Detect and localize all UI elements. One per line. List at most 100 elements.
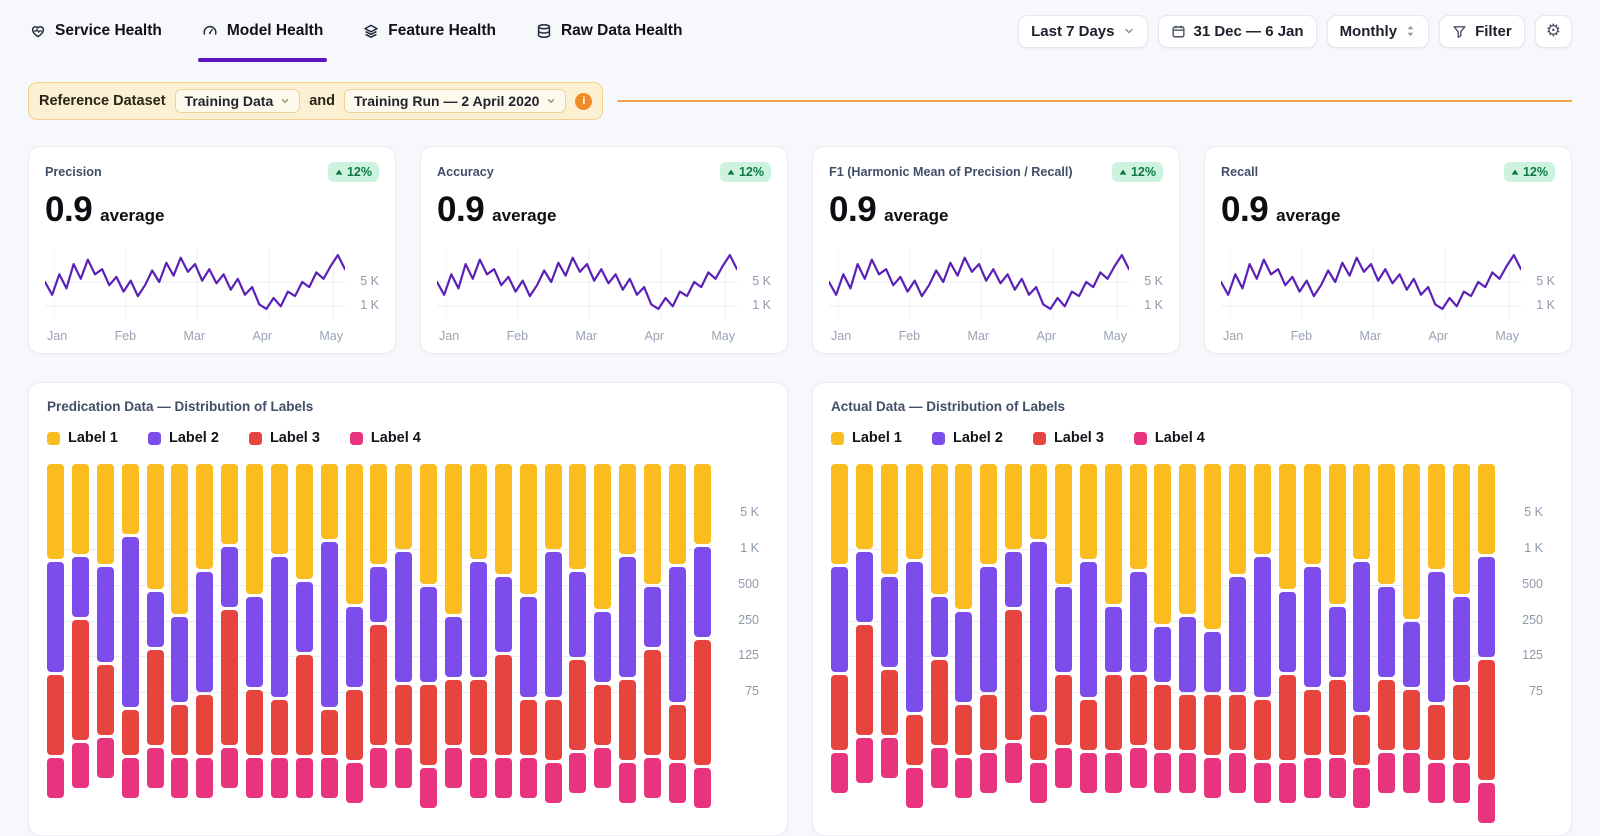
stacked-bar[interactable]: [1253, 464, 1271, 803]
bar-segment-label1: [980, 464, 998, 564]
stacked-bar[interactable]: [221, 464, 239, 788]
stacked-bar[interactable]: [594, 464, 612, 788]
reference-dataset-bar: Reference Dataset Training Data and Trai…: [28, 82, 1572, 120]
stacked-bar[interactable]: [171, 464, 189, 798]
layers-icon: [363, 23, 379, 39]
bar-segment-label3: [1303, 690, 1321, 755]
stacked-bar[interactable]: [569, 464, 587, 793]
stacked-bar[interactable]: [1452, 464, 1470, 803]
legend-item-label1[interactable]: Label 1: [47, 430, 118, 446]
stacked-bar[interactable]: [420, 464, 438, 808]
stacked-bar[interactable]: [1079, 464, 1097, 793]
stacked-bar[interactable]: [1353, 464, 1371, 808]
bar-segment-label2: [1303, 567, 1321, 687]
stacked-bar[interactable]: [1378, 464, 1396, 793]
legend-item-label2[interactable]: Label 2: [931, 430, 1003, 446]
bar-segment-label3: [668, 705, 686, 760]
stacked-bar[interactable]: [1303, 464, 1321, 798]
stacked-bar[interactable]: [71, 464, 89, 788]
stacked-bar[interactable]: [246, 464, 263, 798]
stacked-bar[interactable]: [270, 464, 288, 798]
bar-segment-label1: [930, 464, 948, 594]
bar-segment-label1: [320, 464, 338, 539]
stacked-bar[interactable]: [494, 464, 512, 798]
stacked-bar[interactable]: [320, 464, 338, 798]
bar-segment-label2: [445, 617, 462, 677]
stacked-bar[interactable]: [1229, 464, 1246, 793]
stacked-bar[interactable]: [955, 464, 973, 798]
legend-item-label4[interactable]: Label 4: [349, 430, 421, 446]
stacked-bar[interactable]: [146, 464, 164, 788]
bar-segment-label1: [1229, 464, 1246, 574]
bar-segment-label1: [569, 464, 587, 569]
stacked-bar[interactable]: [1328, 464, 1346, 798]
stacked-bar[interactable]: [1104, 464, 1122, 793]
bar-segment-label4: [1403, 753, 1421, 793]
bar-segment-label2: [1452, 597, 1470, 682]
legend-item-label1[interactable]: Label 1: [831, 430, 902, 446]
granularity-select[interactable]: Monthly: [1326, 14, 1430, 48]
filter-button[interactable]: Filter: [1439, 14, 1525, 48]
reference-dataset-select[interactable]: Training Data: [174, 89, 301, 113]
stacked-bar[interactable]: [1204, 464, 1222, 798]
stacked-bar[interactable]: [880, 464, 898, 778]
tab-raw-data-health[interactable]: Raw Data Health: [534, 0, 684, 62]
stacked-bar[interactable]: [1428, 464, 1445, 803]
stacked-bar[interactable]: [395, 464, 413, 788]
stacked-bar[interactable]: [445, 464, 462, 788]
stacked-bar[interactable]: [1179, 464, 1197, 793]
stacked-bar[interactable]: [1403, 464, 1421, 793]
bar-segment-label3: [246, 690, 263, 755]
stacked-bar[interactable]: [668, 464, 686, 803]
bar-segment-label1: [246, 464, 263, 594]
bar-segment-label2: [1428, 572, 1445, 702]
stacked-bar[interactable]: [1005, 464, 1023, 783]
legend-item-label3[interactable]: Label 3: [1032, 430, 1104, 446]
stacked-bar[interactable]: [1054, 464, 1072, 788]
stacked-bar[interactable]: [644, 464, 661, 798]
bar-segment-label4: [544, 763, 562, 803]
stacked-bar[interactable]: [831, 464, 848, 793]
stacked-bar[interactable]: [619, 464, 637, 803]
bar-segment-label2: [221, 547, 239, 607]
stacked-bar[interactable]: [1129, 464, 1147, 788]
tab-service-health[interactable]: Service Health: [28, 0, 164, 62]
stacked-bar[interactable]: [1477, 464, 1495, 823]
stacked-bar[interactable]: [196, 464, 214, 798]
stacked-bar[interactable]: [1278, 464, 1296, 803]
tab-model-health[interactable]: Model Health: [197, 0, 328, 62]
stacked-bar[interactable]: [96, 464, 114, 778]
settings-button[interactable]: ⚙: [1534, 14, 1572, 48]
legend-item-label3[interactable]: Label 3: [248, 430, 320, 446]
bar-segment-label3: [1154, 685, 1172, 750]
stacked-bar[interactable]: [905, 464, 923, 808]
stacked-bar[interactable]: [469, 464, 487, 798]
stacked-bar[interactable]: [295, 464, 313, 798]
bar-segment-label4: [855, 738, 873, 783]
stacked-bar[interactable]: [121, 464, 139, 798]
time-range-select[interactable]: Last 7 Days: [1018, 14, 1148, 48]
legend-item-label4[interactable]: Label 4: [1133, 430, 1205, 446]
filter-funnel-icon: [1452, 24, 1467, 39]
bar-segment-label1: [71, 464, 89, 554]
tab-feature-health[interactable]: Feature Health: [361, 0, 498, 62]
stacked-bar[interactable]: [47, 464, 64, 798]
stacked-bar[interactable]: [519, 464, 537, 798]
date-range-picker[interactable]: 31 Dec — 6 Jan: [1157, 14, 1317, 48]
stacked-bar[interactable]: [930, 464, 948, 788]
stacked-bar[interactable]: [980, 464, 998, 793]
stacked-bar[interactable]: [370, 464, 388, 788]
stacked-bar[interactable]: [345, 464, 363, 803]
stacked-bar[interactable]: [855, 464, 873, 783]
stacked-bar[interactable]: [1154, 464, 1172, 793]
reference-run-select[interactable]: Training Run — 2 April 2020: [344, 89, 567, 113]
stacked-bar[interactable]: [1030, 464, 1047, 803]
legend-item-label2[interactable]: Label 2: [147, 430, 219, 446]
metric-card-accuracy: Accuracy 12% 0.9 average 5 K 1 K Jan Feb M…: [420, 146, 788, 354]
metric-card-recall: Recall 12% 0.9 average 5 K 1 K Jan Feb Mar…: [1204, 146, 1572, 354]
info-icon[interactable]: i: [575, 92, 593, 110]
stacked-bar[interactable]: [544, 464, 562, 803]
bar-segment-label3: [1104, 675, 1122, 750]
stacked-bar[interactable]: [693, 464, 711, 808]
bar-segment-label2: [320, 542, 338, 707]
